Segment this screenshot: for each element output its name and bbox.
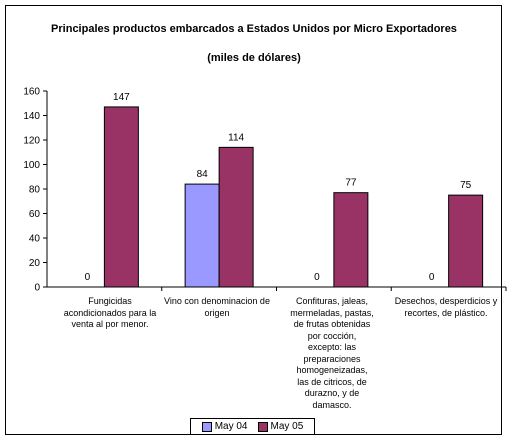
data-label: 75 — [460, 180, 472, 191]
y-tick-label: 20 — [29, 258, 41, 269]
data-label: 0 — [429, 272, 435, 283]
legend-item-may04: May 04 — [201, 421, 248, 432]
y-tick-label: 120 — [23, 136, 40, 147]
data-label: 147 — [113, 92, 130, 103]
category-label-2: Vino con denominacion de origen — [164, 296, 270, 318]
legend-swatch-may05 — [257, 421, 268, 432]
data-label: 114 — [228, 132, 244, 143]
bar-may04 — [184, 183, 220, 288]
data-label: 0 — [85, 272, 91, 283]
legend-label-may05: May 05 — [270, 421, 304, 432]
y-tick-label: 160 — [23, 87, 40, 98]
legend-label-may04: May 04 — [214, 421, 248, 432]
y-tick-label: 0 — [34, 283, 40, 294]
y-tick-label: 40 — [29, 234, 41, 245]
category-label-4: Desechos, desperdicios y recortes, de pl… — [394, 296, 498, 318]
y-tick-label: 80 — [29, 185, 41, 196]
bar-may05 — [218, 146, 254, 288]
chart-subtitle: (miles de dólares) — [207, 52, 301, 64]
data-label: 0 — [314, 272, 320, 283]
legend-swatch-may04 — [201, 421, 212, 432]
category-label-3: Confituras, jaleas, mermeladas, pastas, … — [290, 296, 374, 410]
legend-item-may05: May 05 — [257, 421, 304, 432]
y-tick-label: 140 — [23, 111, 40, 122]
data-label: 84 — [197, 169, 209, 180]
y-tick-label: 60 — [29, 209, 41, 220]
bar-may05 — [333, 192, 369, 288]
bar-may05 — [103, 106, 139, 288]
chart-title: Principales productos embarcados a Estad… — [51, 23, 457, 35]
bar-may05 — [448, 194, 484, 288]
legend: May 04 May 05 — [190, 418, 315, 435]
data-label: 77 — [345, 178, 357, 189]
category-label-1: Fungicidas acondicionados para la venta … — [63, 296, 157, 329]
y-tick-label: 100 — [23, 160, 40, 171]
